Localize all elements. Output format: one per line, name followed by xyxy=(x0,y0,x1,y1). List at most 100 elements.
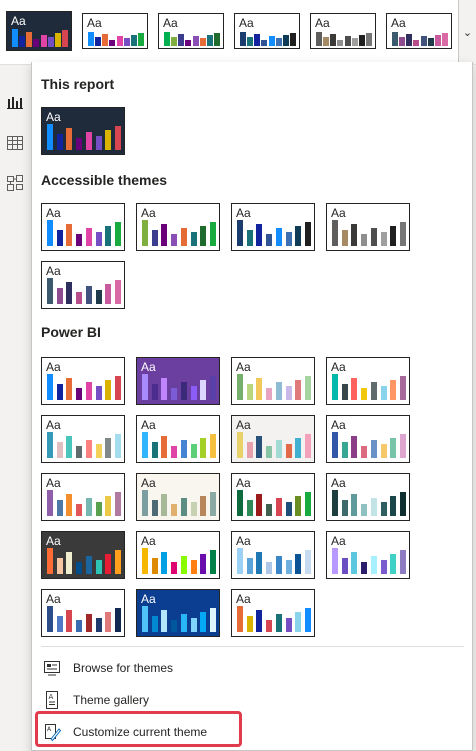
theme-preview-bar xyxy=(254,34,261,46)
theme-preview-bar xyxy=(237,548,243,574)
theme-thumbnail-label: Aa xyxy=(331,418,346,432)
theme-thumbnail-label: Aa xyxy=(315,16,330,30)
theme-preview-bar xyxy=(400,434,406,458)
model-view-icon[interactable] xyxy=(5,173,25,193)
report-view-icon[interactable] xyxy=(5,93,25,113)
theme-preview-bar xyxy=(256,378,263,400)
theme-preview-bar xyxy=(351,378,358,400)
theme-preview-bar xyxy=(130,35,137,46)
ribbon-theme-thumbnail[interactable]: Aa xyxy=(386,13,452,49)
theme-preview-bar xyxy=(199,38,206,46)
theme-preview-bar xyxy=(47,37,54,47)
accessible-theme-thumbnail[interactable]: Aa xyxy=(41,203,125,251)
theme-preview-bar xyxy=(400,376,406,400)
theme-preview-bar xyxy=(341,558,348,574)
theme-preview-bar xyxy=(180,498,187,516)
power-bi-theme-thumbnail[interactable]: Aa xyxy=(41,415,125,463)
theme-preview-bar xyxy=(66,552,73,574)
theme-preview-bar xyxy=(151,616,158,632)
theme-preview-bar xyxy=(47,374,53,400)
svg-text:A: A xyxy=(49,693,54,701)
browse-for-themes-button[interactable]: Browse for themes xyxy=(32,654,472,682)
theme-thumbnail-label: Aa xyxy=(46,534,61,548)
theme-preview-bar xyxy=(341,230,348,246)
theme-preview-bar xyxy=(305,222,311,246)
theme-thumbnail-label: Aa xyxy=(331,360,346,374)
ribbon-theme-thumbnail[interactable]: Aa xyxy=(158,13,224,49)
theme-preview-bar xyxy=(246,384,253,400)
theme-preview-bar xyxy=(151,558,158,574)
ribbon-theme-thumbnail[interactable]: Aa xyxy=(310,13,376,49)
theme-gallery-button[interactable]: A Theme gallery xyxy=(32,686,472,714)
theme-preview-bar xyxy=(266,234,273,246)
power-bi-theme-thumbnail[interactable]: Aa xyxy=(231,473,315,521)
accessible-theme-thumbnail[interactable]: Aa xyxy=(41,261,125,309)
theme-preview-bar xyxy=(275,440,282,458)
theme-preview-bar xyxy=(316,32,322,46)
ribbon-theme-thumbnail[interactable]: Aa xyxy=(82,13,148,49)
theme-preview-bar xyxy=(66,128,73,150)
customize-current-theme-button[interactable]: A Customize current theme xyxy=(32,718,472,746)
theme-preview-bar xyxy=(332,548,338,574)
theme-preview-bar xyxy=(358,35,365,46)
theme-preview-bar xyxy=(142,606,148,632)
theme-preview-bar xyxy=(266,620,273,632)
theme-preview-bar xyxy=(237,374,243,400)
power-bi-theme-thumbnail[interactable]: Aa xyxy=(326,531,410,579)
power-bi-theme-thumbnail[interactable]: Aa xyxy=(41,473,125,521)
theme-gallery-label: Theme gallery xyxy=(73,693,150,707)
theme-preview-bar xyxy=(47,548,53,574)
power-bi-theme-thumbnail[interactable]: Aa xyxy=(41,589,125,637)
theme-preview-bar xyxy=(171,234,178,246)
theme-preview-bar xyxy=(95,232,102,246)
power-bi-theme-thumbnail[interactable]: Aa xyxy=(136,357,220,405)
theme-preview-bar xyxy=(206,35,213,46)
table-view-icon[interactable] xyxy=(5,133,25,153)
power-bi-theme-thumbnail[interactable]: Aa xyxy=(326,473,410,521)
accessible-theme-thumbnail[interactable]: Aa xyxy=(136,203,220,251)
power-bi-theme-thumbnail[interactable]: Aa xyxy=(231,415,315,463)
theme-thumbnail-label: Aa xyxy=(236,534,251,548)
theme-preview-bar xyxy=(105,612,112,632)
theme-preview-bar xyxy=(76,388,83,400)
theme-preview-bar xyxy=(85,286,92,304)
power-bi-theme-thumbnail[interactable]: Aa xyxy=(231,589,315,637)
ribbon-theme-thumbnail[interactable]: Aa xyxy=(234,13,300,49)
theme-preview-bar xyxy=(115,280,121,304)
power-bi-theme-thumbnail[interactable]: Aa xyxy=(136,415,220,463)
power-bi-theme-thumbnail[interactable]: Aa xyxy=(136,473,220,521)
power-bi-theme-thumbnail[interactable]: Aa xyxy=(231,357,315,405)
theme-preview-bar xyxy=(180,440,187,458)
chevron-down-icon: ⌄ xyxy=(462,26,473,39)
theme-preview-bar xyxy=(47,432,53,458)
theme-preview-bar xyxy=(268,36,275,46)
theme-preview-bar xyxy=(275,556,282,574)
expand-themes-button[interactable]: ⌄ xyxy=(458,0,476,64)
theme-preview-bar xyxy=(161,552,168,574)
power-bi-theme-thumbnail[interactable]: Aa xyxy=(41,357,125,405)
power-bi-theme-thumbnail[interactable]: Aa xyxy=(326,415,410,463)
theme-preview-bar xyxy=(285,618,292,632)
power-bi-theme-thumbnail[interactable]: Aa xyxy=(136,531,220,579)
theme-thumbnail-label: Aa xyxy=(236,592,251,606)
theme-preview-bar xyxy=(442,33,448,46)
theme-preview-bar xyxy=(406,34,413,46)
theme-preview-bar xyxy=(361,234,368,246)
power-bi-theme-thumbnail[interactable]: Aa xyxy=(136,589,220,637)
theme-preview-bar xyxy=(332,490,338,516)
theme-preview-bar xyxy=(56,500,63,516)
this-report-theme-thumbnail[interactable]: Aa xyxy=(41,107,125,155)
power-bi-theme-thumbnail[interactable]: Aa xyxy=(41,531,125,579)
accessible-theme-thumbnail[interactable]: Aa xyxy=(326,203,410,251)
theme-thumbnail-label: Aa xyxy=(141,418,156,432)
theme-preview-bar xyxy=(76,292,83,304)
theme-preview-bar xyxy=(105,284,112,304)
theme-preview-bar xyxy=(200,612,207,632)
theme-preview-bar xyxy=(210,550,216,574)
theme-preview-bar xyxy=(332,374,338,400)
theme-preview-bar xyxy=(246,230,253,246)
accessible-theme-thumbnail[interactable]: Aa xyxy=(231,203,315,251)
ribbon-theme-thumbnail[interactable]: Aa xyxy=(6,11,72,51)
power-bi-theme-thumbnail[interactable]: Aa xyxy=(326,357,410,405)
power-bi-theme-thumbnail[interactable]: Aa xyxy=(231,531,315,579)
